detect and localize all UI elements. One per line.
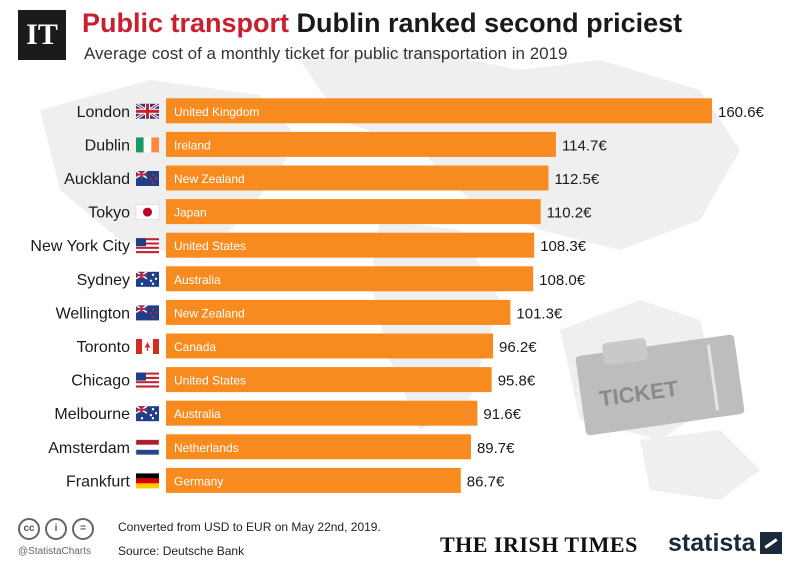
bar bbox=[166, 131, 556, 157]
country-label: United Kingdom bbox=[174, 105, 259, 119]
city-label: Melbourne bbox=[54, 406, 130, 423]
bar bbox=[166, 400, 478, 426]
city-label: Toronto bbox=[77, 339, 130, 356]
bar-row: Sydney Australia 108.0€ bbox=[77, 266, 586, 292]
bar-row: Wellington New Zealand 101.3€ bbox=[56, 299, 563, 325]
attribution-icon: i bbox=[45, 518, 67, 540]
bar-row: Melbourne Australia 91.6€ bbox=[54, 400, 522, 426]
netherlands-flag bbox=[135, 439, 160, 456]
city-label: Auckland bbox=[64, 171, 130, 188]
uk-flag bbox=[135, 102, 160, 121]
value-label: 114.7€ bbox=[562, 137, 607, 154]
bar-row: Tokyo Japan 110.2€ bbox=[88, 199, 592, 225]
irish-times-logo: IT bbox=[18, 10, 66, 60]
germany-flag bbox=[136, 473, 159, 489]
city-label: Dublin bbox=[85, 137, 130, 154]
statista-handle: @StatistaCharts bbox=[18, 546, 91, 557]
bar-row: Amsterdam Netherlands 89.7€ bbox=[48, 434, 515, 460]
usa-flag bbox=[136, 372, 159, 388]
chart-subtitle: Average cost of a monthly ticket for pub… bbox=[84, 44, 568, 63]
source-note: Source: Deutsche Bank bbox=[118, 544, 245, 558]
city-label: Wellington bbox=[56, 305, 130, 322]
bar-row: Chicago United States 95.8€ bbox=[71, 367, 536, 393]
canada-flag bbox=[136, 339, 159, 354]
value-label: 108.0€ bbox=[539, 272, 586, 289]
bar bbox=[166, 367, 492, 393]
bar-row: Dublin Ireland 114.7€ bbox=[85, 131, 607, 157]
bar bbox=[166, 232, 535, 258]
city-label: Frankfurt bbox=[66, 473, 131, 490]
bar-row: Frankfurt Germany 86.7€ bbox=[66, 467, 505, 493]
country-label: Canada bbox=[174, 340, 216, 354]
city-label: Tokyo bbox=[88, 205, 130, 222]
city-label: New York City bbox=[30, 238, 130, 255]
no-derivatives-icon: = bbox=[72, 518, 94, 540]
title-accent: Public transport bbox=[82, 8, 290, 38]
cc-icon: cc bbox=[18, 518, 40, 540]
value-label: 101.3€ bbox=[516, 305, 563, 322]
country-label: United States bbox=[174, 239, 246, 253]
bar bbox=[166, 299, 511, 325]
value-label: 91.6€ bbox=[483, 406, 521, 423]
bar bbox=[166, 467, 461, 493]
country-label: Netherlands bbox=[174, 441, 239, 455]
usa-flag bbox=[136, 238, 159, 254]
new-zealand-flag bbox=[135, 304, 159, 321]
value-label: 110.2€ bbox=[547, 205, 592, 222]
city-label: London bbox=[77, 104, 130, 121]
japan-flag bbox=[135, 204, 160, 220]
license-icons: cc i = bbox=[18, 518, 94, 540]
country-label: New Zealand bbox=[174, 306, 245, 320]
bar-row: Toronto Canada 96.2€ bbox=[77, 333, 537, 359]
value-label: 112.5€ bbox=[554, 171, 599, 188]
ireland-flag bbox=[136, 137, 159, 153]
city-label: Chicago bbox=[71, 373, 130, 390]
bar-row: London United Kingdom 160.6€ bbox=[77, 98, 765, 124]
country-label: United States bbox=[174, 374, 246, 388]
country-label: New Zealand bbox=[174, 172, 245, 186]
value-label: 95.8€ bbox=[498, 373, 536, 390]
bar bbox=[166, 199, 541, 225]
bar-chart: London United Kingdom 160.6€ Dublin Ireland 1… bbox=[30, 98, 765, 493]
bar bbox=[166, 434, 471, 460]
country-label: Germany bbox=[174, 474, 223, 488]
city-label: Amsterdam bbox=[48, 440, 130, 457]
australia-flag bbox=[135, 271, 159, 287]
value-label: 160.6€ bbox=[718, 104, 765, 121]
bar-row: Auckland New Zealand 112.5€ bbox=[64, 165, 600, 191]
value-label: 86.7€ bbox=[467, 473, 505, 490]
city-label: Sydney bbox=[77, 272, 130, 289]
irish-times-wordmark: THE IRISH TIMES bbox=[440, 532, 638, 557]
title-rest: Dublin ranked second priciest bbox=[296, 8, 683, 38]
chart-title: Public transport Dublin ranked second pr… bbox=[82, 8, 682, 39]
country-label: Japan bbox=[174, 206, 207, 220]
bar bbox=[166, 266, 534, 292]
value-label: 108.3€ bbox=[540, 238, 587, 255]
value-label: 96.2€ bbox=[499, 339, 537, 356]
country-label: Australia bbox=[174, 273, 221, 287]
statista-logo-icon bbox=[760, 532, 782, 554]
new-zealand-flag bbox=[135, 170, 159, 186]
australia-flag bbox=[135, 405, 159, 422]
conversion-note: Converted from USD to EUR on May 22nd, 2… bbox=[118, 520, 381, 534]
statista-logo: statista bbox=[668, 529, 756, 557]
bar bbox=[166, 333, 494, 359]
bar-row: New York City United States 108.3€ bbox=[30, 232, 587, 258]
country-label: Ireland bbox=[174, 138, 211, 152]
country-label: Australia bbox=[174, 407, 221, 421]
value-label: 89.7€ bbox=[477, 440, 515, 457]
bar bbox=[166, 165, 549, 191]
bar bbox=[166, 98, 712, 124]
